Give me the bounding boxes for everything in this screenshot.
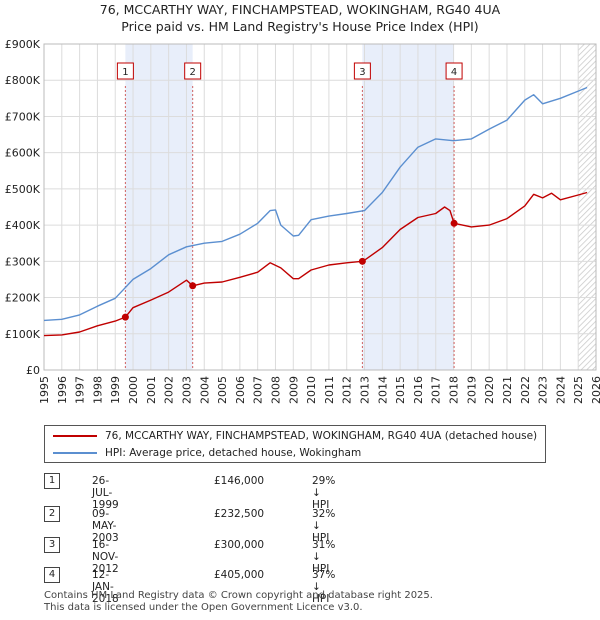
sale-number-badge: 2 <box>44 506 60 522</box>
y-tick-label: £400K <box>5 219 41 232</box>
x-tick-label: 2003 <box>180 376 193 404</box>
x-tick-label: 2013 <box>359 376 372 404</box>
x-tick-label: 2000 <box>127 376 140 404</box>
y-tick-label: £300K <box>5 255 41 268</box>
series-line-property <box>43 191 588 337</box>
sale-hpi-diff: 31% ↓ HPI <box>312 539 336 575</box>
sale-hpi-diff: 37% ↓ HPI <box>312 569 336 605</box>
sale-price: £232,500 <box>214 508 265 520</box>
x-tick-label: 2004 <box>198 376 211 404</box>
sale-marker-label: 3 <box>359 67 365 78</box>
sale-hpi-diff: 29% ↓ HPI <box>312 475 336 511</box>
legend-item-hpi: HPI: Average price, detached house, Woki… <box>53 445 361 461</box>
sale-point <box>189 282 197 290</box>
x-tick-label: 2010 <box>305 376 318 404</box>
y-tick-label: £0 <box>26 364 40 377</box>
x-tick-label: 2020 <box>483 376 496 404</box>
y-tick-label: £500K <box>5 183 41 196</box>
sale-price: £146,000 <box>214 475 265 487</box>
x-tick-label: 2025 <box>572 376 585 404</box>
legend-swatch-red <box>53 435 97 437</box>
sale-price: £405,000 <box>214 569 265 581</box>
sale-date: 09-MAY-2003 <box>92 508 119 544</box>
sale-marker-label: 4 <box>451 67 457 78</box>
x-tick-label: 2022 <box>519 376 532 404</box>
x-tick-label: 2015 <box>394 376 407 404</box>
legend-label-hpi: HPI: Average price, detached house, Woki… <box>105 447 362 459</box>
sale-marker-box <box>116 62 134 80</box>
x-tick-label: 2014 <box>376 376 389 404</box>
plot-frame <box>43 43 597 371</box>
sale-date: 16-NOV-2012 <box>92 539 119 575</box>
sale-marker-label: 2 <box>189 67 195 78</box>
sale-point <box>121 313 129 321</box>
x-tick-label: 2026 <box>590 376 600 404</box>
x-tick-label: 2012 <box>341 376 354 404</box>
x-tick-label: 1996 <box>56 376 69 404</box>
x-tick-label: 2002 <box>163 376 176 404</box>
sale-marker-label: 1 <box>122 67 128 78</box>
chart-title-line1: 76, MCCARTHY WAY, FINCHAMPSTEAD, WOKINGH… <box>99 2 501 17</box>
x-tick-label: 2023 <box>537 376 550 404</box>
legend-item-property: 76, MCCARTHY WAY, FINCHAMPSTEAD, WOKINGH… <box>53 428 537 444</box>
legend-swatch-blue <box>53 452 97 454</box>
sale-hpi-diff: 32% ↓ HPI <box>312 508 336 544</box>
sale-price: £300,000 <box>214 539 265 551</box>
x-tick-label: 2005 <box>216 376 229 404</box>
y-tick-label: £600K <box>5 147 41 160</box>
x-tick-label: 2016 <box>412 376 425 404</box>
x-tick-label: 2018 <box>448 376 461 404</box>
y-tick-label: £200K <box>5 292 41 305</box>
sale-point <box>450 219 458 227</box>
x-tick-label: 1995 <box>38 376 51 404</box>
sale-date: 12-JAN-2018 <box>92 569 119 605</box>
sale-number-badge: 4 <box>44 567 60 583</box>
price-chart: £0 £100K £200K £300K £400K £500K £600K £700K £80… <box>5 38 600 404</box>
y-tick-label: £900K <box>5 38 41 51</box>
x-tick-label: 1997 <box>74 376 87 404</box>
x-tick-label: 2021 <box>501 376 514 404</box>
x-tick-label: 2009 <box>287 376 300 404</box>
sale-marker-box <box>353 62 371 80</box>
x-tick-label: 2008 <box>269 376 282 404</box>
x-tick-label: 1998 <box>91 376 104 404</box>
x-tick-label: 2024 <box>554 376 567 404</box>
x-tick-label: 2017 <box>430 376 443 404</box>
x-tick-label: 2006 <box>234 376 247 404</box>
x-tick-label: 2019 <box>465 376 478 404</box>
x-tick-label: 2011 <box>323 376 336 404</box>
sale-number-badge: 1 <box>44 473 60 489</box>
y-tick-label: £700K <box>5 110 41 123</box>
sale-point <box>358 257 366 265</box>
shaded-period <box>125 44 193 370</box>
x-tick-label: 2001 <box>145 376 158 404</box>
forecast-region <box>578 44 596 370</box>
sale-date: 26-JUL-1999 <box>92 475 119 511</box>
legend-label-property: 76, MCCARTHY WAY, FINCHAMPSTEAD, WOKINGH… <box>105 430 538 442</box>
series-line-hpi <box>43 86 588 322</box>
shaded-period <box>362 44 455 370</box>
sale-marker-box <box>184 62 202 80</box>
y-tick-label: £100K <box>5 328 41 341</box>
sale-marker-box <box>445 62 463 80</box>
footer-copyright: Contains HM Land Registry data © Crown c… <box>44 590 433 601</box>
chart-title-line2: Price paid vs. HM Land Registry's House … <box>121 19 479 34</box>
y-tick-label: £800K <box>5 74 41 87</box>
x-tick-label: 1999 <box>109 376 122 404</box>
footer-licence: This data is licensed under the Open Gov… <box>44 602 363 613</box>
legend: 76, MCCARTHY WAY, FINCHAMPSTEAD, WOKINGH… <box>44 425 546 463</box>
sale-number-badge: 3 <box>44 537 60 553</box>
x-tick-label: 2007 <box>252 376 265 404</box>
